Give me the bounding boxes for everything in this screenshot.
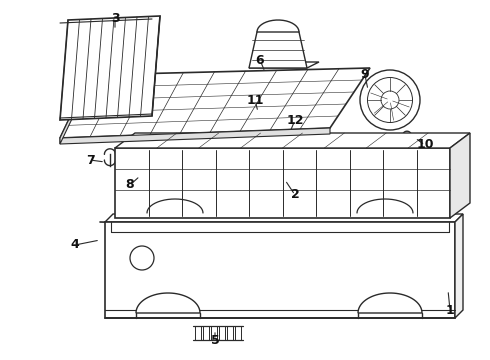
Polygon shape <box>115 133 470 148</box>
Text: 11: 11 <box>246 94 264 107</box>
Polygon shape <box>115 148 450 218</box>
Polygon shape <box>358 293 422 313</box>
Bar <box>227 326 233 340</box>
Polygon shape <box>60 128 330 144</box>
Polygon shape <box>105 222 455 318</box>
Polygon shape <box>60 75 90 144</box>
Text: 10: 10 <box>416 139 434 152</box>
Text: 8: 8 <box>126 179 134 192</box>
Text: 12: 12 <box>286 113 304 126</box>
Polygon shape <box>136 293 200 313</box>
Text: 7: 7 <box>86 153 95 166</box>
Polygon shape <box>450 133 470 218</box>
Bar <box>219 326 225 340</box>
Text: 9: 9 <box>361 68 369 81</box>
Circle shape <box>368 77 413 122</box>
Bar <box>203 326 209 340</box>
Text: 3: 3 <box>111 12 119 24</box>
Text: 4: 4 <box>71 238 79 252</box>
Polygon shape <box>152 16 160 116</box>
Circle shape <box>360 70 420 130</box>
Polygon shape <box>105 214 463 222</box>
Polygon shape <box>249 62 319 68</box>
Polygon shape <box>455 214 463 318</box>
Text: 1: 1 <box>445 303 454 316</box>
Text: 5: 5 <box>211 333 220 346</box>
Polygon shape <box>249 32 307 68</box>
Text: 6: 6 <box>256 54 264 67</box>
Bar <box>211 326 217 340</box>
Polygon shape <box>60 68 370 138</box>
Bar <box>235 326 241 340</box>
Bar <box>195 326 201 340</box>
Circle shape <box>381 91 399 109</box>
Polygon shape <box>60 16 160 120</box>
Circle shape <box>130 246 154 270</box>
Text: 2: 2 <box>291 189 299 202</box>
